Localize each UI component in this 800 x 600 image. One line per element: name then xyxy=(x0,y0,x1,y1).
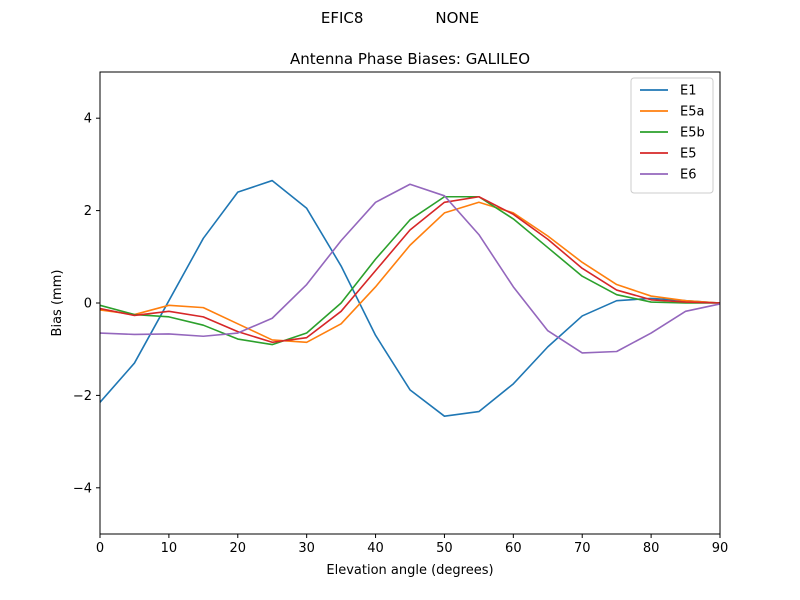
series-line-e5 xyxy=(99,195,721,344)
x-tick-label: 40 xyxy=(367,541,384,556)
legend-label-e6: E6 xyxy=(680,168,697,183)
series-line-e5a xyxy=(99,201,721,344)
plot-frame xyxy=(99,71,721,535)
legend-label-e5b: E5b xyxy=(680,126,705,141)
y-axis-label: Bias (mm) xyxy=(50,270,65,337)
y-tick-label: 4 xyxy=(84,112,92,127)
y-tick-label: −4 xyxy=(73,481,92,496)
series-line-e1 xyxy=(99,179,721,417)
legend-box xyxy=(630,77,714,194)
legend-label-e5: E5 xyxy=(680,147,697,162)
suptitle-left-label: EFIC8 xyxy=(320,9,364,27)
figure-suptitle: EFIC8 NONE xyxy=(0,9,800,27)
legend-label-e1: E1 xyxy=(680,84,697,99)
y-tick-label: 2 xyxy=(84,204,92,219)
x-tick-label: 90 xyxy=(712,541,729,556)
x-tick-label: 50 xyxy=(436,541,453,556)
x-axis-label: Elevation angle (degrees) xyxy=(326,563,493,578)
y-tick-label: 0 xyxy=(84,297,92,312)
x-tick-label: 60 xyxy=(505,541,522,556)
chart-title: Antenna Phase Biases: GALILEO xyxy=(290,50,530,68)
x-tick-label: 80 xyxy=(643,541,660,556)
x-tick-label: 30 xyxy=(298,541,315,556)
x-tick-label: 20 xyxy=(230,541,247,556)
x-tick-label: 0 xyxy=(96,541,104,556)
series-line-e5b xyxy=(99,195,720,346)
plot-series-group xyxy=(99,179,721,417)
x-tick-label: 70 xyxy=(574,541,591,556)
legend-label-e5a: E5a xyxy=(680,105,704,120)
x-tick-label: 10 xyxy=(161,541,178,556)
x-axis: 0 10 20 30 40 50 60 70 80 90 xyxy=(96,534,728,556)
series-line-e6 xyxy=(99,183,721,354)
y-axis: −4 −2 0 2 4 xyxy=(73,112,100,496)
chart-legend: E1 E5a E5b E5 E6 xyxy=(630,77,714,194)
y-tick-label: −2 xyxy=(73,389,92,404)
suptitle-right-label: NONE xyxy=(435,9,480,27)
